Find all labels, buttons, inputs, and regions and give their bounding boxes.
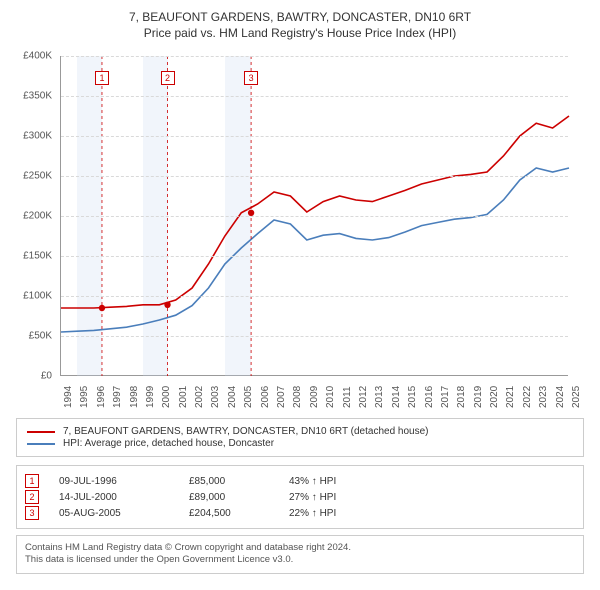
legend-swatch-blue <box>27 443 55 445</box>
footnote-line: This data is licensed under the Open Gov… <box>25 554 575 566</box>
chart-title: 7, BEAUFONT GARDENS, BAWTRY, DONCASTER, … <box>16 10 584 40</box>
footnote: Contains HM Land Registry data © Crown c… <box>16 535 584 574</box>
legend-label: HPI: Average price, detached house, Donc… <box>63 438 274 449</box>
sale-price: £89,000 <box>189 492 269 503</box>
legend-item: HPI: Average price, detached house, Donc… <box>27 438 573 449</box>
sale-marker-icon: 2 <box>25 490 39 504</box>
sale-pct: 43% ↑ HPI <box>289 476 336 487</box>
title-subtitle: Price paid vs. HM Land Registry's House … <box>16 26 584 40</box>
sale-marker-icon: 3 <box>25 506 39 520</box>
footnote-line: Contains HM Land Registry data © Crown c… <box>25 542 575 554</box>
sale-pct: 22% ↑ HPI <box>289 508 336 519</box>
sale-marker-icon: 1 <box>25 474 39 488</box>
legend: 7, BEAUFONT GARDENS, BAWTRY, DONCASTER, … <box>16 418 584 457</box>
sale-price: £85,000 <box>189 476 269 487</box>
sales-table: 1 09-JUL-1996 £85,000 43% ↑ HPI 2 14-JUL… <box>16 465 584 529</box>
sale-date: 05-AUG-2005 <box>59 508 169 519</box>
title-address: 7, BEAUFONT GARDENS, BAWTRY, DONCASTER, … <box>16 10 584 24</box>
sale-date: 14-JUL-2000 <box>59 492 169 503</box>
chart: £0£50K£100K£150K£200K£250K£300K£350K£400… <box>16 46 584 416</box>
table-row: 2 14-JUL-2000 £89,000 27% ↑ HPI <box>25 490 575 504</box>
sale-date: 09-JUL-1996 <box>59 476 169 487</box>
legend-item: 7, BEAUFONT GARDENS, BAWTRY, DONCASTER, … <box>27 426 573 437</box>
sale-price: £204,500 <box>189 508 269 519</box>
x-axis: 1994199519961997199819992000200120022003… <box>60 376 568 416</box>
table-row: 3 05-AUG-2005 £204,500 22% ↑ HPI <box>25 506 575 520</box>
legend-label: 7, BEAUFONT GARDENS, BAWTRY, DONCASTER, … <box>63 426 429 437</box>
table-row: 1 09-JUL-1996 £85,000 43% ↑ HPI <box>25 474 575 488</box>
plot-area: 123 <box>60 56 568 376</box>
legend-swatch-red <box>27 431 55 433</box>
sale-pct: 27% ↑ HPI <box>289 492 336 503</box>
y-axis: £0£50K£100K£150K£200K£250K£300K£350K£400… <box>16 56 56 376</box>
